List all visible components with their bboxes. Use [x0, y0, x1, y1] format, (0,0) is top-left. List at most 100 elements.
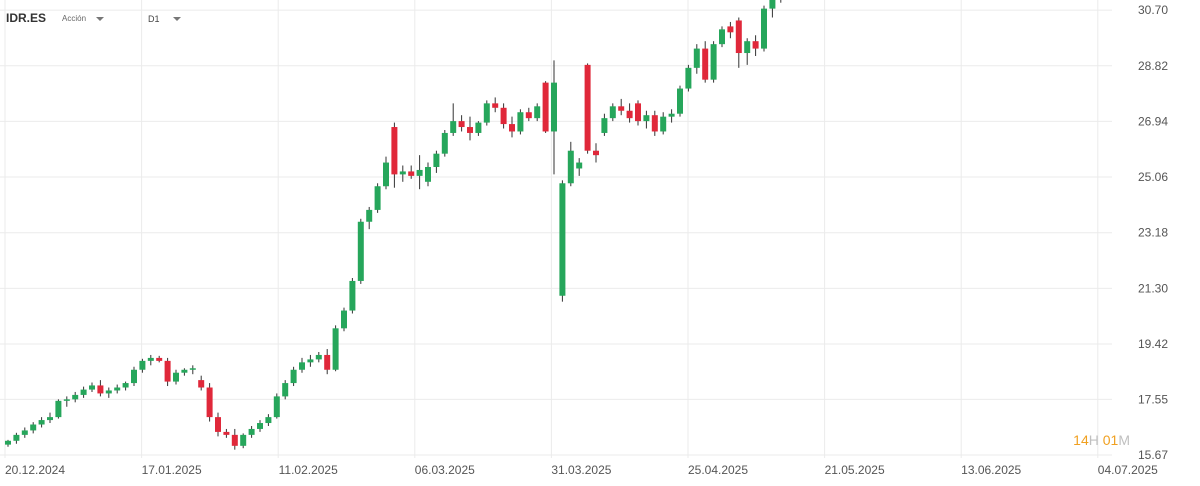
candle-body	[231, 434, 238, 446]
candle-body	[307, 359, 314, 363]
candle	[593, 143, 599, 163]
candle-body	[584, 64, 591, 151]
candle	[635, 100, 641, 126]
candle-body	[383, 162, 389, 187]
candle-body	[450, 121, 457, 133]
candle-body	[265, 417, 272, 424]
candle	[156, 355, 163, 363]
timeframe-dropdown-icon[interactable]	[173, 17, 181, 21]
candle	[769, 0, 776, 18]
x-tick-label: 11.02.2025	[279, 463, 338, 477]
instrument-type-label: Acción	[62, 14, 87, 23]
candle	[735, 17, 742, 68]
candle	[408, 165, 415, 179]
candle	[257, 420, 263, 432]
candle-body	[551, 82, 557, 132]
candle	[509, 116, 515, 138]
candle	[97, 380, 104, 397]
candle	[576, 158, 583, 176]
candle-body	[315, 354, 322, 360]
candle-body	[727, 26, 734, 33]
candle	[173, 369, 179, 385]
candle-body	[139, 360, 146, 370]
candle	[492, 97, 499, 113]
candle	[240, 433, 247, 449]
candle-body	[47, 417, 53, 421]
y-tick-label: 15.67	[1138, 448, 1168, 462]
candle	[752, 35, 759, 56]
candle-body	[660, 116, 667, 132]
candle-body	[685, 67, 692, 89]
candle	[391, 122, 398, 188]
candle	[567, 141, 574, 187]
candle-body	[500, 107, 507, 125]
candle-body	[677, 88, 683, 114]
candle-body	[223, 431, 230, 435]
candle-body	[80, 389, 87, 395]
candle	[475, 121, 482, 136]
candle	[551, 60, 557, 175]
symbol-dropdown-icon[interactable]	[96, 17, 104, 21]
candle-body	[735, 20, 742, 54]
x-tick-label: 31.03.2025	[551, 463, 611, 477]
candle	[198, 375, 205, 391]
candle	[643, 110, 650, 129]
x-tick-label: 20.12.2024	[5, 463, 65, 477]
candle-body	[483, 103, 490, 123]
y-tick-label: 26.94	[1138, 114, 1168, 128]
candle-body	[744, 41, 751, 54]
candle-body	[290, 369, 297, 384]
candle	[702, 41, 709, 83]
candle	[122, 381, 129, 391]
candle	[13, 432, 20, 444]
candle	[668, 109, 675, 123]
candle	[660, 112, 667, 135]
candle-body	[282, 383, 289, 397]
candle	[248, 425, 255, 438]
candle	[693, 44, 700, 74]
candle	[55, 399, 62, 419]
candle	[618, 98, 625, 116]
symbol-label[interactable]: IDR.ES	[6, 11, 47, 25]
candle	[651, 110, 658, 136]
candle-body	[509, 124, 515, 132]
candle-body	[433, 153, 440, 167]
x-tick-label: 13.06.2025	[961, 463, 1021, 477]
candle-body	[475, 122, 482, 133]
candle-body	[5, 440, 11, 445]
candle-body	[635, 103, 641, 122]
candle	[450, 103, 457, 136]
candle	[677, 85, 683, 117]
candle-body	[441, 132, 448, 154]
candle-body	[769, 0, 776, 9]
candle-body	[349, 280, 356, 311]
candle	[483, 100, 490, 126]
candle-body	[668, 113, 675, 117]
y-tick-label: 21.30	[1138, 281, 1168, 295]
candle-body	[492, 103, 499, 108]
candle	[685, 64, 692, 92]
candle	[710, 41, 717, 83]
candle	[719, 26, 725, 48]
candle-body	[710, 44, 717, 80]
candle-body	[55, 400, 62, 418]
candle-body	[693, 48, 700, 68]
candle	[206, 383, 213, 422]
x-tick-label: 04.07.2025	[1098, 463, 1158, 477]
candle-body	[601, 118, 608, 133]
candle	[761, 5, 767, 52]
candle-body	[651, 115, 658, 132]
candle-body	[122, 383, 129, 388]
candle-body	[609, 106, 616, 119]
candle-body	[761, 8, 767, 49]
timeframe-label[interactable]: D1	[148, 14, 160, 24]
candle	[542, 81, 549, 133]
candle-body	[215, 417, 221, 432]
candle	[517, 109, 524, 135]
candle	[282, 380, 289, 400]
y-tick-label: 23.18	[1138, 226, 1168, 240]
candle	[315, 351, 322, 363]
candle-body	[399, 171, 406, 175]
candle-body	[408, 171, 415, 176]
